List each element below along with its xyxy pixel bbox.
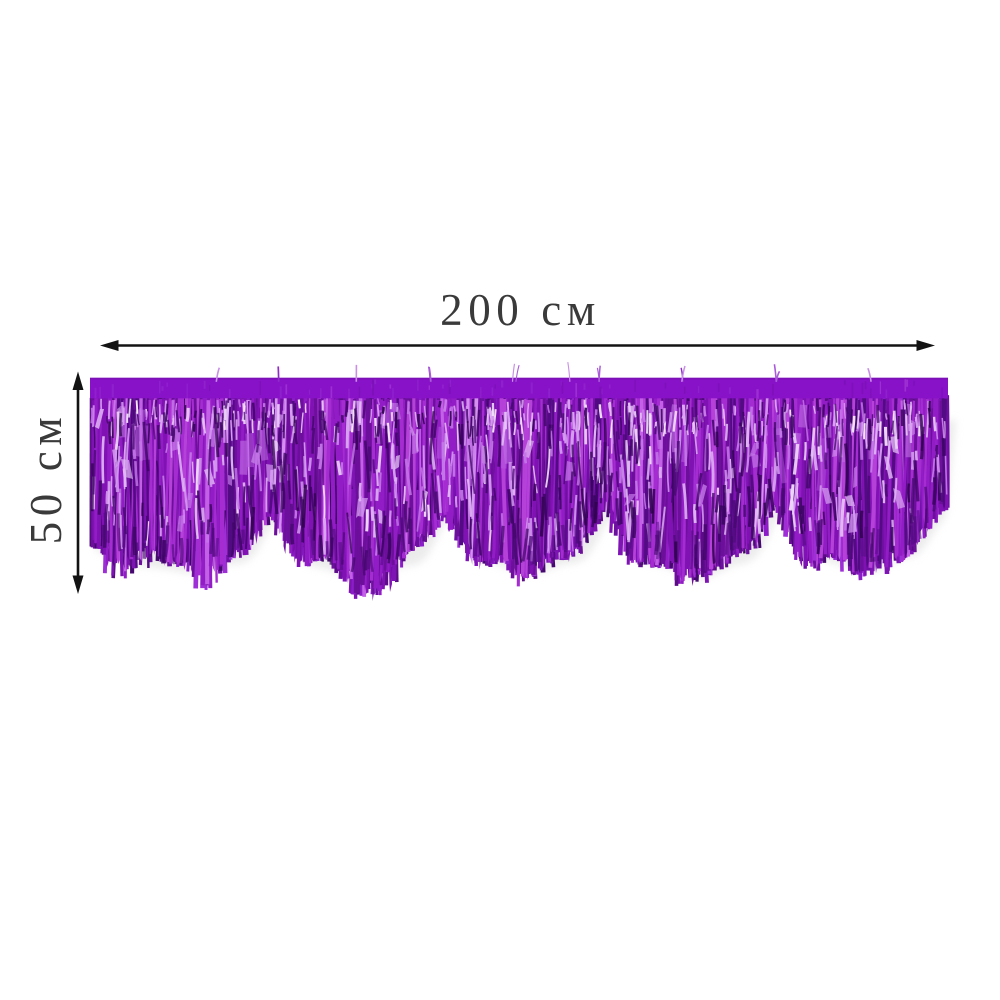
svg-text:50 см: 50 см xyxy=(21,412,71,545)
svg-text:200 см: 200 см xyxy=(440,285,601,335)
